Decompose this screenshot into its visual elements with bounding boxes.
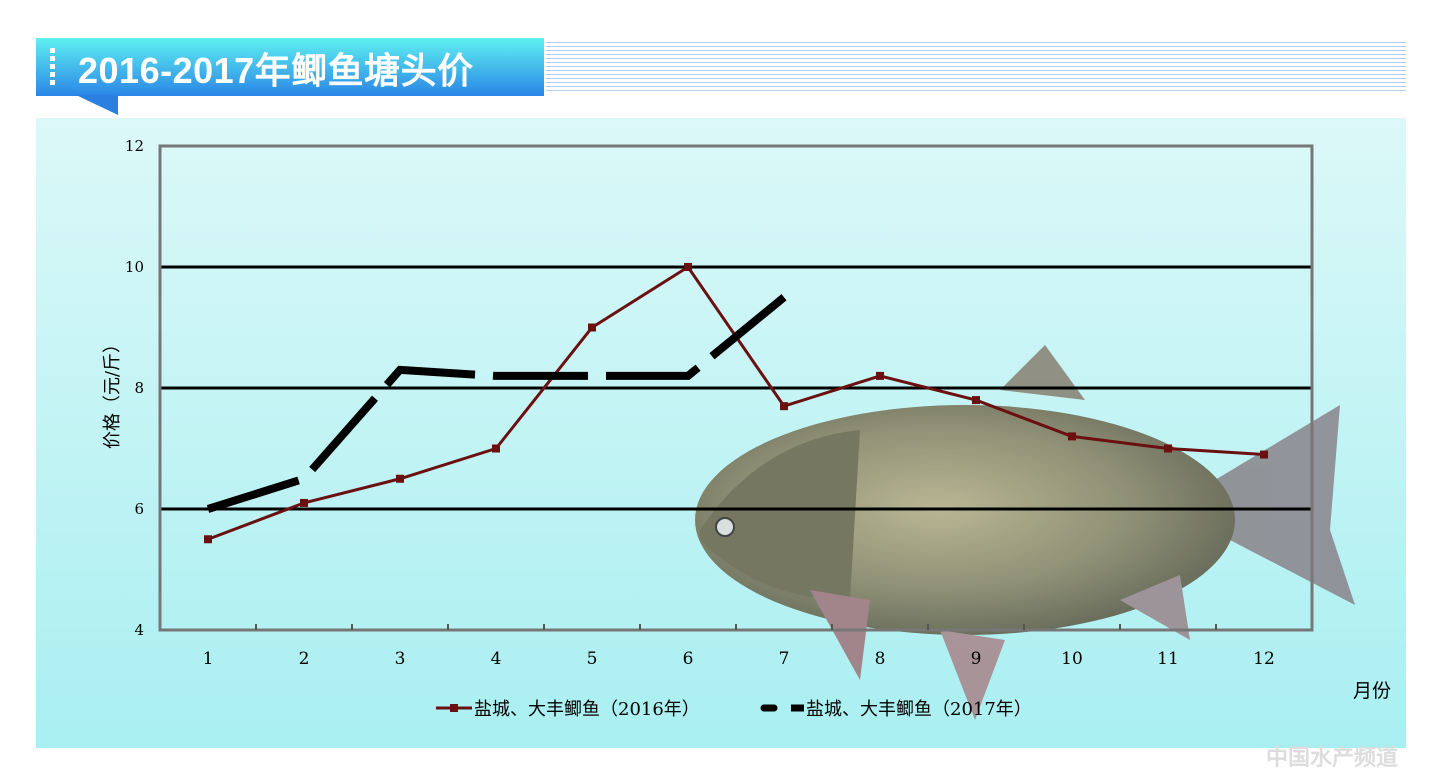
legend-label-2017: 盐城、大丰鲫鱼（2017年） <box>806 699 1032 720</box>
x-tick-label: 2 <box>299 649 310 669</box>
data-point <box>684 263 692 271</box>
x-tick-label: 6 <box>683 649 694 669</box>
banner-dots <box>50 48 55 88</box>
data-point <box>204 535 212 544</box>
x-tick-label: 4 <box>491 649 502 669</box>
legend: 盐城、大丰鲫鱼（2016年） 盐城、大丰鲫鱼（2017年） <box>436 699 1032 720</box>
data-point <box>396 474 404 483</box>
y-axis-label: 价格（元/斤） <box>102 335 123 449</box>
x-tick-label: 12 <box>1253 649 1275 669</box>
y-tick-label: 12 <box>125 137 144 155</box>
y-tick-label: 8 <box>134 379 144 397</box>
data-point <box>1164 444 1172 453</box>
legend-label-2016: 盐城、大丰鲫鱼（2016年） <box>474 699 700 720</box>
decorative-stripes <box>546 42 1406 92</box>
banner-tail <box>76 95 118 115</box>
watermark-logo: 中国水产频道 <box>1266 746 1399 771</box>
data-point <box>972 396 980 405</box>
chart-title: 2016-2017年鲫鱼塘头价 <box>78 50 474 91</box>
y-tick-label: 4 <box>134 621 144 639</box>
x-tick-label: 1 <box>203 649 214 669</box>
x-tick-label: 7 <box>779 649 790 669</box>
data-point <box>1260 450 1268 459</box>
series-line-1 <box>206 294 787 513</box>
data-point <box>588 323 596 332</box>
legend-marker-2016 <box>450 704 458 712</box>
data-point <box>876 371 884 380</box>
data-point <box>492 444 500 453</box>
title-banner <box>36 38 544 96</box>
data-point <box>780 402 788 411</box>
x-tick-label: 8 <box>875 649 886 669</box>
x-tick-label: 3 <box>395 649 406 669</box>
data-point <box>300 498 308 507</box>
x-axis-label: 月份 <box>1353 680 1391 702</box>
x-tick-label: 11 <box>1157 649 1179 669</box>
chart-panel <box>36 118 1406 748</box>
x-tick-label: 10 <box>1061 649 1083 669</box>
x-tick-label: 5 <box>587 649 598 669</box>
x-tick-label: 9 <box>971 649 982 669</box>
y-tick-label: 6 <box>134 500 144 518</box>
data-point <box>1068 432 1076 441</box>
y-tick-label: 10 <box>125 258 144 276</box>
fish-image <box>695 345 1355 720</box>
